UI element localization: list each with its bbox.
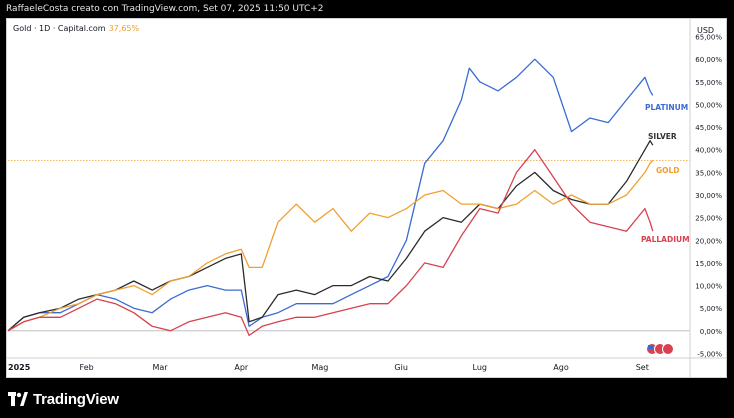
y-tick-label: -5,00% bbox=[697, 350, 722, 358]
series-label-silver: SILVER bbox=[648, 132, 677, 141]
y-tick-label: 10,00% bbox=[695, 283, 722, 291]
y-tick-label: 25,00% bbox=[695, 215, 722, 223]
chart-author-line: RaffaeleCosta creato con TradingView.com… bbox=[6, 4, 324, 14]
y-tick-label: 15,00% bbox=[695, 260, 722, 268]
footer-brand[interactable]: TradingView bbox=[8, 388, 119, 410]
chart-legend[interactable]: Gold · 1D · Capital.com 37,65% bbox=[13, 24, 139, 33]
tradingview-logo-icon bbox=[8, 392, 28, 406]
y-tick-label: 5,00% bbox=[700, 305, 723, 313]
y-tick-label: 20,00% bbox=[695, 237, 722, 245]
x-tick-label: Mag bbox=[311, 363, 328, 372]
y-tick-label: 50,00% bbox=[695, 101, 722, 109]
series-line-silver bbox=[7, 140, 654, 332]
grid-layer bbox=[8, 159, 690, 332]
footer-brand-text: TradingView bbox=[33, 390, 119, 408]
legend-symbol: Gold · 1D · Capital.com bbox=[13, 24, 106, 33]
x-tick-label: Lug bbox=[473, 363, 487, 372]
y-tick-label: 45,00% bbox=[695, 124, 722, 132]
y-tick-label: 30,00% bbox=[695, 192, 722, 200]
series-layer bbox=[7, 58, 654, 337]
series-line-gold bbox=[7, 159, 654, 332]
x-tick-label: Feb bbox=[80, 363, 94, 372]
legend-change-pct: 37,65% bbox=[108, 24, 140, 33]
label-layer: PLATINUM SILVER GOLD PALLADIUM bbox=[641, 103, 690, 355]
x-tick-label: 2025 bbox=[8, 363, 31, 372]
y-tick-label: 40,00% bbox=[695, 147, 722, 155]
y-tick-label: 35,00% bbox=[695, 169, 722, 177]
x-tick-label: Giu bbox=[394, 363, 408, 372]
chart-panel[interactable] bbox=[6, 18, 727, 378]
series-line-palladium bbox=[7, 149, 654, 337]
x-tick-label: Set bbox=[636, 363, 649, 372]
x-tick-label: Apr bbox=[234, 363, 249, 372]
y-tick-label: 65,00% bbox=[695, 34, 722, 42]
series-label-gold: GOLD bbox=[656, 166, 680, 175]
series-line-platinum bbox=[7, 58, 654, 332]
y-axis-currency-label: USD bbox=[697, 26, 714, 35]
series-label-palladium: PALLADIUM bbox=[641, 235, 690, 244]
series-label-platinum: PLATINUM bbox=[645, 103, 688, 112]
x-tick-label: Ago bbox=[553, 363, 569, 372]
us-flag-badge-icon bbox=[662, 343, 674, 355]
y-tick-label: 0,00% bbox=[700, 328, 723, 336]
y-tick-label: 60,00% bbox=[695, 56, 722, 64]
us-flag-canton-icon bbox=[648, 345, 653, 349]
y-tick-label: 55,00% bbox=[695, 79, 722, 87]
x-tick-label: Mar bbox=[152, 363, 168, 372]
